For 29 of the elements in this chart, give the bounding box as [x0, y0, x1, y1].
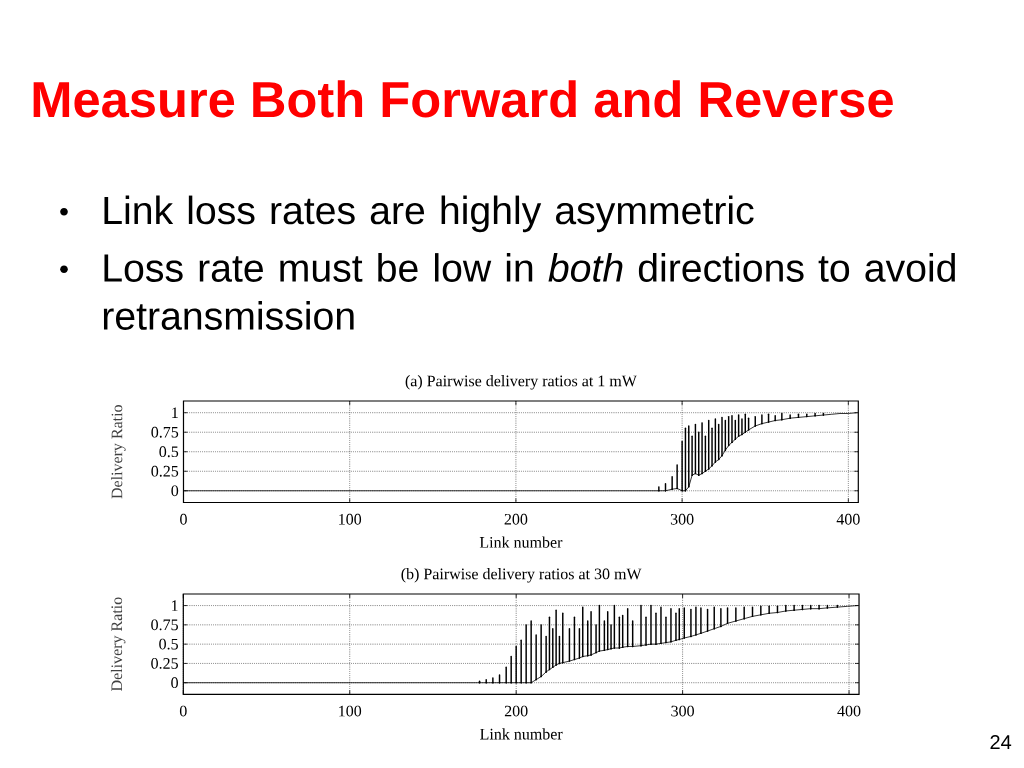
y-tick-label: 1: [172, 407, 178, 418]
y-tick-label: 0.25: [151, 658, 178, 669]
x-tick-label: 0: [180, 513, 187, 525]
x-tick-label: 300: [670, 513, 694, 525]
text: Link loss rates are highly asymmetric: [104, 195, 754, 233]
text: Measure Both Forward and Reverse: [33, 80, 893, 118]
x-tick-label: 100: [339, 705, 362, 717]
text: Loss rate must be low in both directions to avoid retransmission: [103, 253, 955, 330]
chart-title: (a) Pairwise delivery ratios at 1 mW: [405, 375, 637, 390]
chart-title: (b) Pairwise delivery ratios at 30 mW: [401, 568, 642, 583]
y-tick-label: 0.75: [151, 619, 178, 631]
y-tick-label: 0: [171, 677, 178, 689]
y-tick-label: 0.75: [151, 426, 179, 438]
x-tick-label: 200: [504, 705, 528, 717]
y-axis-title: Delivery Ratio: [111, 405, 126, 499]
x-tick-label: 200: [504, 513, 528, 525]
y-tick-label: 1: [172, 600, 178, 611]
y-tick-label: 0.5: [159, 446, 179, 458]
y-axis-title: Delivery Ratio: [110, 597, 126, 692]
y-tick-label: 0.25: [151, 465, 179, 477]
x-tick-label: 100: [339, 513, 362, 525]
x-tick-label: 400: [837, 705, 861, 717]
y-tick-label: 0: [171, 485, 179, 497]
x-axis-title: Link number: [480, 728, 563, 740]
text: 24: [990, 735, 1012, 749]
x-tick-label: 300: [671, 705, 694, 717]
x-axis-title: Link number: [479, 536, 563, 548]
x-tick-label: 400: [836, 513, 860, 525]
y-tick-label: 0.5: [159, 638, 178, 650]
